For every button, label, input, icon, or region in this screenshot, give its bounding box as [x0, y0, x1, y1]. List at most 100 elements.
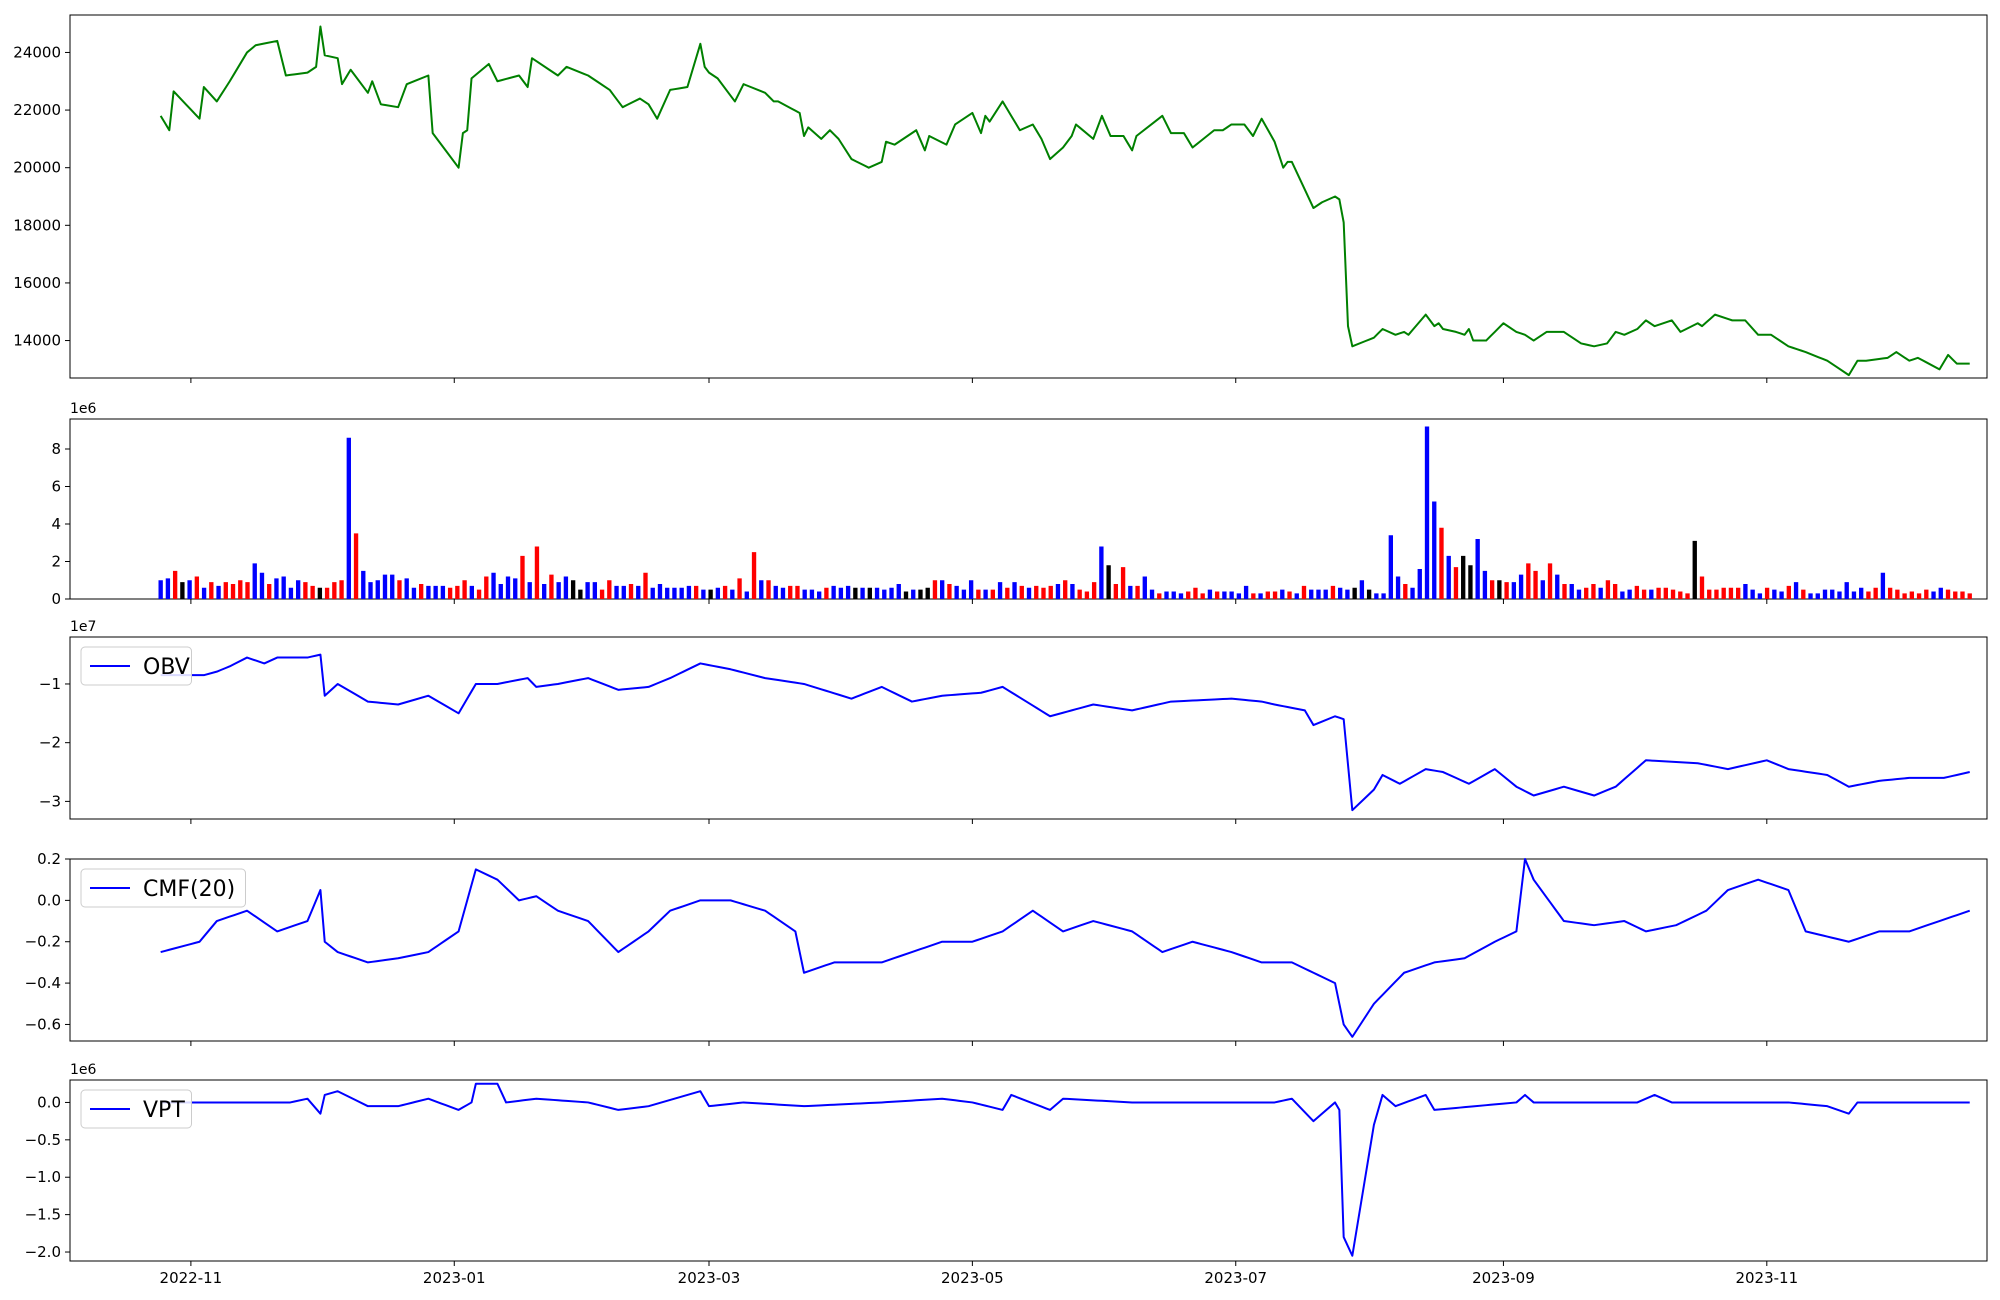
- volume-bar: [1938, 587, 1943, 599]
- axis-multiplier-label: 1e6: [70, 401, 97, 417]
- axes-frame: [69, 1079, 1988, 1262]
- volume-bar: [621, 585, 626, 600]
- volume-bar: [701, 589, 706, 600]
- volume-bar: [1243, 585, 1249, 600]
- volume-bar: [1779, 591, 1784, 599]
- volume-bar: [513, 578, 518, 600]
- volume-bar: [954, 585, 959, 600]
- volume-bar: [252, 563, 257, 600]
- volume-bar: [759, 580, 764, 599]
- volume-bar: [187, 580, 192, 599]
- volume-bar: [375, 580, 380, 599]
- volume-bar: [1764, 587, 1770, 599]
- volume-bar: [896, 584, 901, 599]
- volume-bar: [1859, 587, 1864, 599]
- volume-bar: [1063, 580, 1068, 599]
- volume-bar: [1482, 570, 1488, 600]
- volume-bar: [1808, 593, 1813, 600]
- volume-bar: [737, 578, 742, 600]
- x-tick-label: 2023-05: [941, 1269, 1004, 1287]
- volume-bar: [1084, 591, 1090, 599]
- volume-bar: [1945, 589, 1951, 600]
- volume-bar: [1916, 593, 1922, 600]
- volume-bar: [628, 584, 634, 599]
- volume-bar: [1526, 563, 1531, 600]
- volume-bar: [614, 585, 619, 600]
- legend-box: [80, 1089, 192, 1129]
- y-tick-label: 20000: [13, 159, 61, 177]
- y-tick-label: 16000: [13, 274, 61, 292]
- volume-bar: [1424, 426, 1430, 599]
- price-series-line: [159, 25, 1970, 377]
- volume-bar: [570, 580, 576, 599]
- volume-bar: [643, 572, 648, 599]
- y-tick-label: −1.5: [25, 1206, 61, 1224]
- volume-bar: [267, 584, 272, 599]
- volume-bar: [317, 587, 323, 599]
- volume-bar: [578, 589, 583, 600]
- volume-bar: [556, 582, 561, 600]
- volume-bar: [838, 587, 844, 599]
- volume-bar: [1822, 589, 1828, 600]
- volume-bar: [665, 587, 670, 599]
- volume-bar: [1012, 582, 1017, 600]
- volume-bar: [961, 589, 967, 600]
- volume-bar: [715, 587, 721, 599]
- y-tick-label: 14000: [13, 332, 61, 350]
- volume-bar: [1801, 589, 1806, 600]
- obv-series-line: [160, 653, 1970, 812]
- y-tick-label: −1.0: [25, 1168, 61, 1186]
- volume-bar: [238, 580, 243, 599]
- volume-bar: [1468, 565, 1473, 599]
- volume-bar: [1301, 585, 1307, 600]
- y-tick-label: 0.2: [37, 850, 61, 868]
- volume-bar: [1591, 584, 1596, 599]
- volume-bar: [889, 587, 894, 599]
- panel-price: 14000 16000 18000 20000 22000 24000: [13, 14, 1988, 383]
- legend-label: CMF(20): [143, 877, 235, 902]
- y-tick-label: 0.0: [37, 1093, 61, 1111]
- panel-volume: 0 2 4 6 8 1e6: [51, 401, 1988, 608]
- volume-bar: [1091, 582, 1097, 600]
- y-tick-label: 4: [51, 515, 61, 533]
- volume-bar: [1171, 591, 1176, 599]
- axis-multiplier-label: 1e7: [70, 619, 96, 635]
- volume-bar: [1851, 591, 1857, 599]
- y-tick-label: −2.0: [25, 1243, 61, 1261]
- volume-bar: [1620, 591, 1625, 599]
- axes-frame: [69, 858, 1988, 1042]
- volume-bar: [1294, 593, 1299, 600]
- x-tick-label: 2022-11: [160, 1269, 223, 1287]
- volume-bar: [831, 585, 836, 600]
- volume-bar: [295, 580, 301, 599]
- legend: VPT: [80, 1089, 192, 1129]
- volume-bar: [1128, 585, 1133, 600]
- volume-bar: [1627, 589, 1632, 600]
- volume-bar: [1497, 580, 1502, 599]
- volume-bar: [368, 582, 373, 600]
- volume-bar: [1880, 572, 1886, 599]
- y-tick-label: 24000: [13, 43, 61, 61]
- legend: CMF(20): [80, 868, 246, 908]
- axes-frame: [69, 636, 1988, 820]
- volume-bar: [1229, 591, 1234, 599]
- volume-bar: [455, 585, 460, 600]
- volume-bar: [918, 589, 923, 600]
- volume-bar: [1786, 585, 1791, 600]
- volume-bar: [288, 587, 294, 599]
- volume-bar: [722, 585, 728, 600]
- volume-bar: [1048, 585, 1053, 600]
- volume-bar: [1207, 589, 1213, 600]
- volume-bar: [1714, 589, 1719, 600]
- volume-bar: [932, 580, 938, 599]
- volume-bar: [1663, 587, 1668, 599]
- panel-vpt: −2.0 −1.5 −1.0 −0.5 0.0 1e6 2022-11 2023-01 2023…: [25, 1062, 1988, 1287]
- volume-bar: [1924, 589, 1929, 600]
- volume-bar: [397, 580, 402, 599]
- volume-bar: [1576, 589, 1582, 600]
- volume-bar: [462, 580, 467, 599]
- volume-bar: [404, 578, 409, 600]
- volume-bar: [1164, 591, 1169, 599]
- volume-bar: [788, 585, 793, 600]
- volume-bar: [1772, 589, 1777, 600]
